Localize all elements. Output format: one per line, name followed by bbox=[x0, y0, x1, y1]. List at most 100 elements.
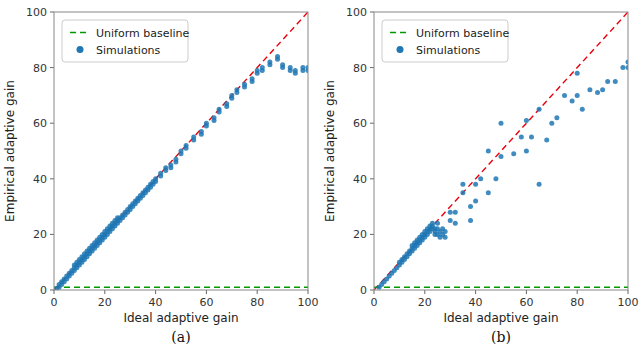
y-tick bbox=[50, 178, 54, 179]
y-tick-label: 60 bbox=[353, 117, 367, 130]
scatter-point bbox=[204, 121, 209, 126]
scatter-point bbox=[163, 165, 168, 170]
marks bbox=[374, 12, 628, 290]
scatter-point bbox=[524, 118, 529, 123]
x-tick bbox=[526, 290, 527, 294]
legend: Uniform baseline Simulations bbox=[62, 20, 190, 62]
plot-frame bbox=[54, 12, 308, 290]
y-tick-label: 100 bbox=[26, 6, 47, 19]
x-tick-label: 20 bbox=[98, 296, 112, 309]
marks bbox=[54, 12, 308, 290]
plot-area bbox=[54, 12, 308, 290]
y-tick-label: 40 bbox=[353, 173, 367, 186]
scatter-point bbox=[499, 154, 504, 159]
scatter-point bbox=[580, 107, 585, 112]
reference-line bbox=[54, 12, 308, 290]
scatter-point bbox=[435, 221, 440, 226]
y-tick-label: 40 bbox=[33, 173, 47, 186]
x-tick bbox=[308, 290, 309, 294]
scatter-point bbox=[473, 182, 478, 187]
legend-label: Simulations bbox=[96, 44, 161, 57]
scatter-point bbox=[293, 68, 298, 73]
scatter-point bbox=[267, 60, 272, 65]
reference-line bbox=[374, 287, 628, 288]
scatter-point bbox=[511, 151, 516, 156]
y-tick bbox=[370, 123, 374, 124]
scatter-point bbox=[575, 71, 580, 76]
scatter-point bbox=[229, 93, 234, 98]
scatter-point bbox=[620, 65, 625, 70]
legend-label: Simulations bbox=[416, 44, 481, 57]
scatter-point bbox=[544, 137, 549, 142]
x-tick bbox=[475, 290, 476, 294]
scatter-point bbox=[595, 90, 600, 95]
scatter-point bbox=[212, 115, 217, 120]
legend-swatch bbox=[77, 46, 84, 53]
scatter-point bbox=[179, 149, 184, 154]
scatter-point bbox=[519, 135, 524, 140]
y-tick-label: 0 bbox=[360, 284, 367, 297]
y-axis-label: Empirical adaptive gain bbox=[323, 80, 337, 222]
legend-label: Uniform baseline bbox=[416, 27, 510, 40]
reference-line bbox=[374, 12, 628, 290]
y-tick-label: 20 bbox=[353, 228, 367, 241]
x-tick-label: 0 bbox=[371, 296, 378, 309]
panel: 020406080100020406080100Ideal adaptive g… bbox=[3, 6, 319, 345]
scatter-point bbox=[529, 135, 534, 140]
x-tick-label: 40 bbox=[149, 296, 163, 309]
x-tick bbox=[374, 290, 375, 294]
x-tick-label: 100 bbox=[298, 296, 319, 309]
x-tick bbox=[577, 290, 578, 294]
legend: Uniform baseline Simulations bbox=[382, 20, 510, 62]
scatter-point bbox=[260, 65, 265, 70]
scatter-point bbox=[275, 54, 280, 59]
scatter-point bbox=[537, 182, 542, 187]
scatter-point bbox=[158, 171, 163, 176]
y-tick-label: 80 bbox=[33, 62, 47, 75]
x-tick-label: 40 bbox=[469, 296, 483, 309]
scatter-point bbox=[473, 199, 478, 204]
x-axis-label: Ideal adaptive gain bbox=[123, 311, 238, 325]
x-tick bbox=[155, 290, 156, 294]
scatter-point bbox=[173, 157, 178, 162]
scatter-point bbox=[242, 82, 247, 87]
legend-swatch bbox=[70, 32, 90, 34]
scatter-point bbox=[460, 190, 465, 195]
scatter-point bbox=[600, 87, 605, 92]
scatter-point bbox=[453, 221, 458, 226]
y-tick-label: 20 bbox=[33, 228, 47, 241]
scatter-point bbox=[288, 65, 293, 70]
x-tick bbox=[424, 290, 425, 294]
y-tick-label: 80 bbox=[353, 62, 367, 75]
legend-swatch bbox=[397, 46, 404, 53]
scatter-point bbox=[448, 210, 453, 215]
scatter-point bbox=[234, 87, 239, 92]
scatter-point bbox=[613, 79, 618, 84]
y-tick-label: 60 bbox=[33, 117, 47, 130]
scatter-point bbox=[153, 176, 158, 181]
scatter-point bbox=[448, 218, 453, 223]
scatter-point bbox=[168, 162, 173, 167]
scatter-point bbox=[605, 79, 610, 84]
scatter-point bbox=[554, 115, 559, 120]
y-tick bbox=[50, 12, 54, 13]
scatter-point bbox=[570, 98, 575, 103]
scatter-point bbox=[562, 93, 567, 98]
scatter-point bbox=[250, 76, 255, 81]
scatter-point bbox=[430, 221, 435, 226]
legend-label: Uniform baseline bbox=[96, 27, 190, 40]
scatter-point bbox=[468, 218, 473, 223]
x-tick bbox=[257, 290, 258, 294]
scatter-point bbox=[443, 229, 448, 234]
scatter-point bbox=[199, 129, 204, 134]
x-tick bbox=[104, 290, 105, 294]
scatter-point bbox=[537, 107, 542, 112]
y-axis-label: Empirical adaptive gain bbox=[3, 80, 17, 222]
reference-line bbox=[54, 287, 308, 288]
scatter-point bbox=[280, 62, 285, 67]
x-tick-label: 0 bbox=[51, 296, 58, 309]
scatter-point bbox=[217, 107, 222, 112]
scatter-point bbox=[486, 149, 491, 154]
scatter-point bbox=[478, 176, 483, 181]
y-tick bbox=[370, 67, 374, 68]
